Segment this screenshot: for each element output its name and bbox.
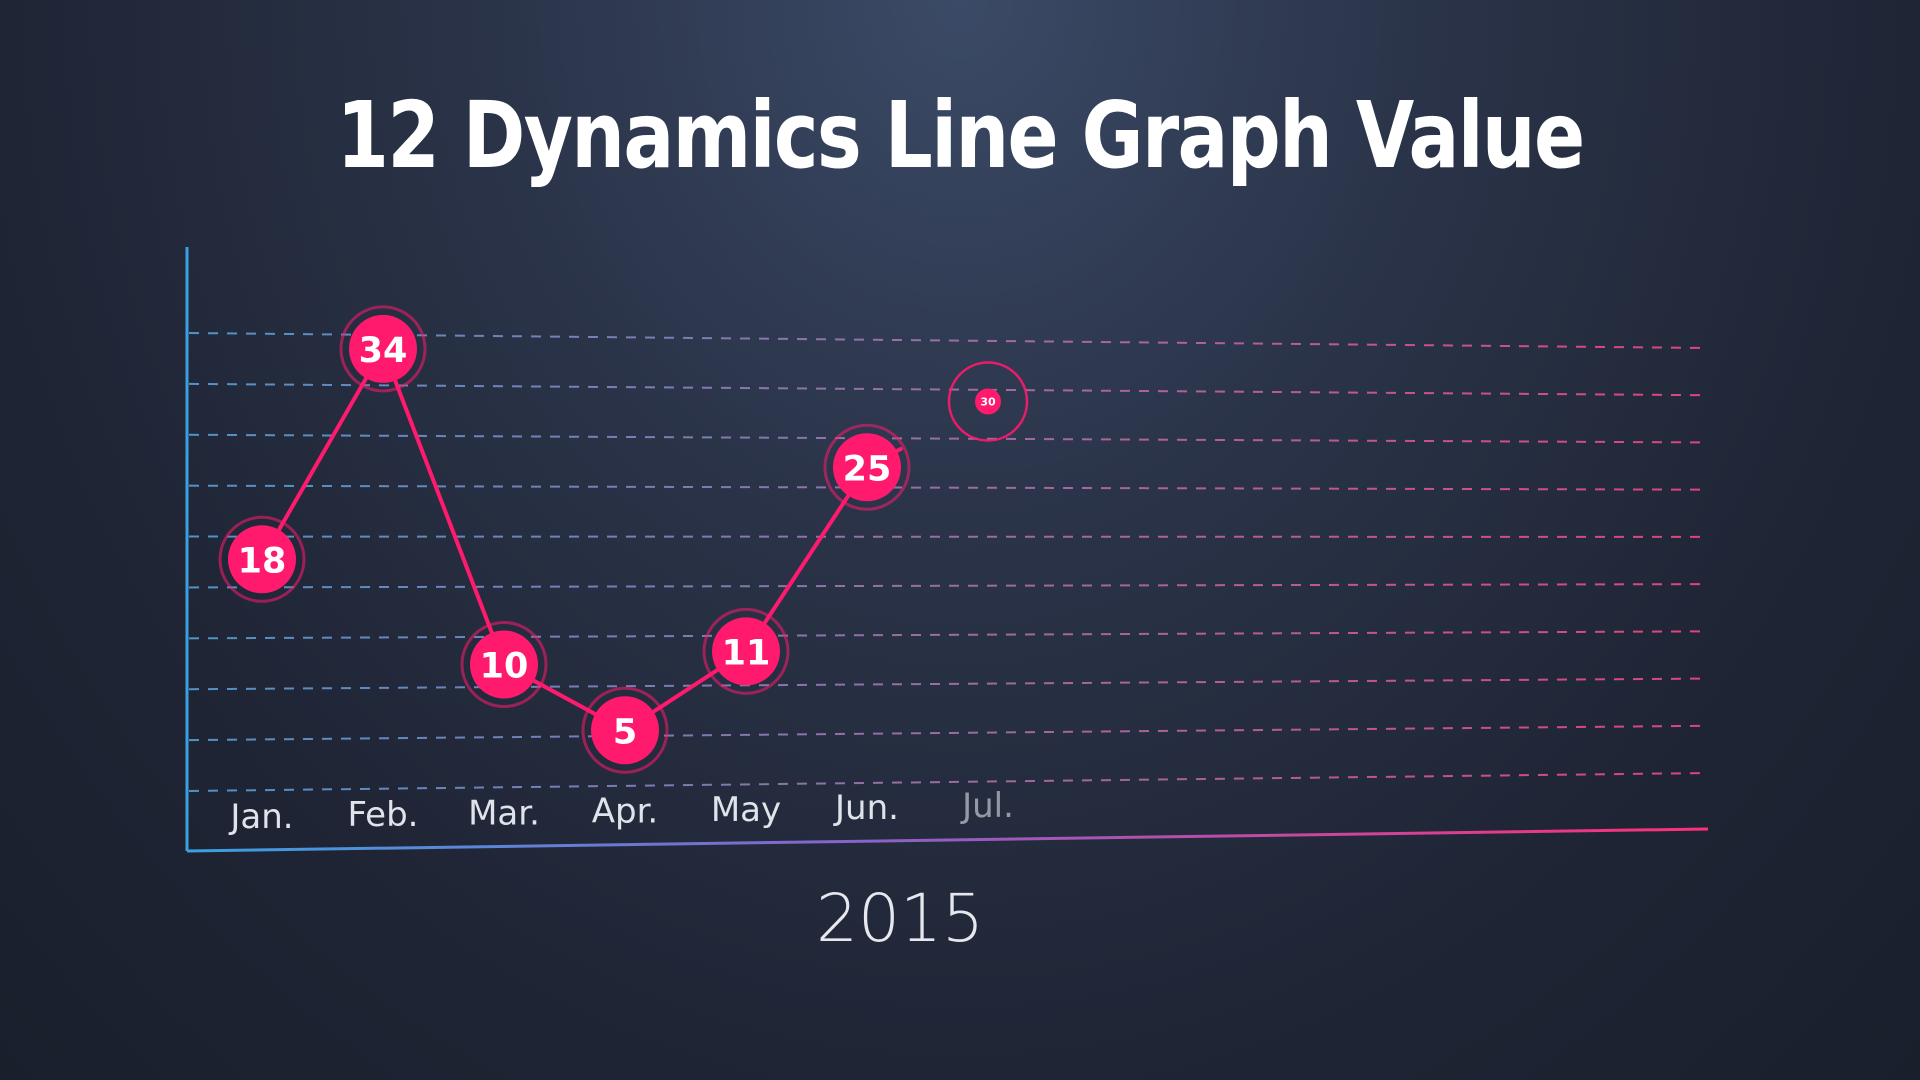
data-point-marker [712, 617, 780, 686]
data-point-ring [823, 423, 911, 511]
data-point-marker [591, 696, 659, 765]
data-label: 30 [980, 396, 996, 409]
grid-line [188, 630, 1709, 640]
data-point-may: 11 [702, 607, 790, 695]
data-point-marker [470, 630, 538, 699]
data-point-jun: 25 [823, 423, 911, 511]
data-point-marker [228, 525, 296, 594]
grid-line [188, 677, 1709, 691]
grid-line [188, 332, 1709, 349]
x-tick-label: Jan. [228, 797, 293, 837]
data-point-marker [349, 314, 417, 383]
axes [185, 247, 1709, 853]
data-points: 18 34 10 5 11 25 30 [218, 305, 1029, 774]
grid-line [188, 772, 1709, 792]
series-path [260, 346, 869, 733]
data-point-ring [702, 607, 790, 695]
data-label: 25 [843, 449, 892, 489]
data-point-jul: 30 [947, 361, 1029, 442]
series-line [260, 346, 903, 733]
data-point-mar: 10 [460, 621, 548, 708]
data-point-ring [339, 305, 427, 393]
grid-lines [188, 332, 1709, 792]
x-axis-label: 2015 [816, 880, 984, 957]
grid-line [188, 484, 1709, 491]
data-label: 10 [480, 647, 529, 687]
data-point-ring [218, 515, 306, 603]
grid-line [188, 382, 1709, 397]
data-label: 11 [722, 633, 771, 673]
data-point-marker [975, 388, 1001, 415]
x-tick-label: Jun. [833, 788, 899, 828]
x-tick-label: Feb. [347, 795, 418, 835]
data-point-apr: 5 [581, 686, 669, 774]
grid-line [188, 583, 1709, 589]
data-label: 18 [238, 541, 287, 581]
data-point-ring [460, 621, 548, 708]
data-point-feb: 34 [339, 305, 427, 393]
x-tick-label: Apr. [592, 792, 659, 832]
grid-line [188, 724, 1709, 742]
data-point-ring [947, 361, 1029, 442]
data-point-jan: 18 [218, 515, 306, 603]
x-tick-label: May [711, 790, 781, 830]
chart-title: 12 Dynamics Line Graph Value [336, 82, 1585, 189]
data-label: 34 [359, 331, 408, 371]
grid-line [188, 433, 1709, 444]
x-tick-label: Jul. [960, 786, 1014, 826]
x-tick-label: Mar. [468, 793, 540, 833]
data-point-marker [833, 433, 901, 502]
x-tick-labels: Jan. Feb. Mar. Apr. May Jun. Jul. [228, 786, 1014, 837]
data-point-ring [581, 686, 669, 774]
data-label: 5 [613, 712, 637, 752]
x-axis-line [186, 827, 1709, 853]
